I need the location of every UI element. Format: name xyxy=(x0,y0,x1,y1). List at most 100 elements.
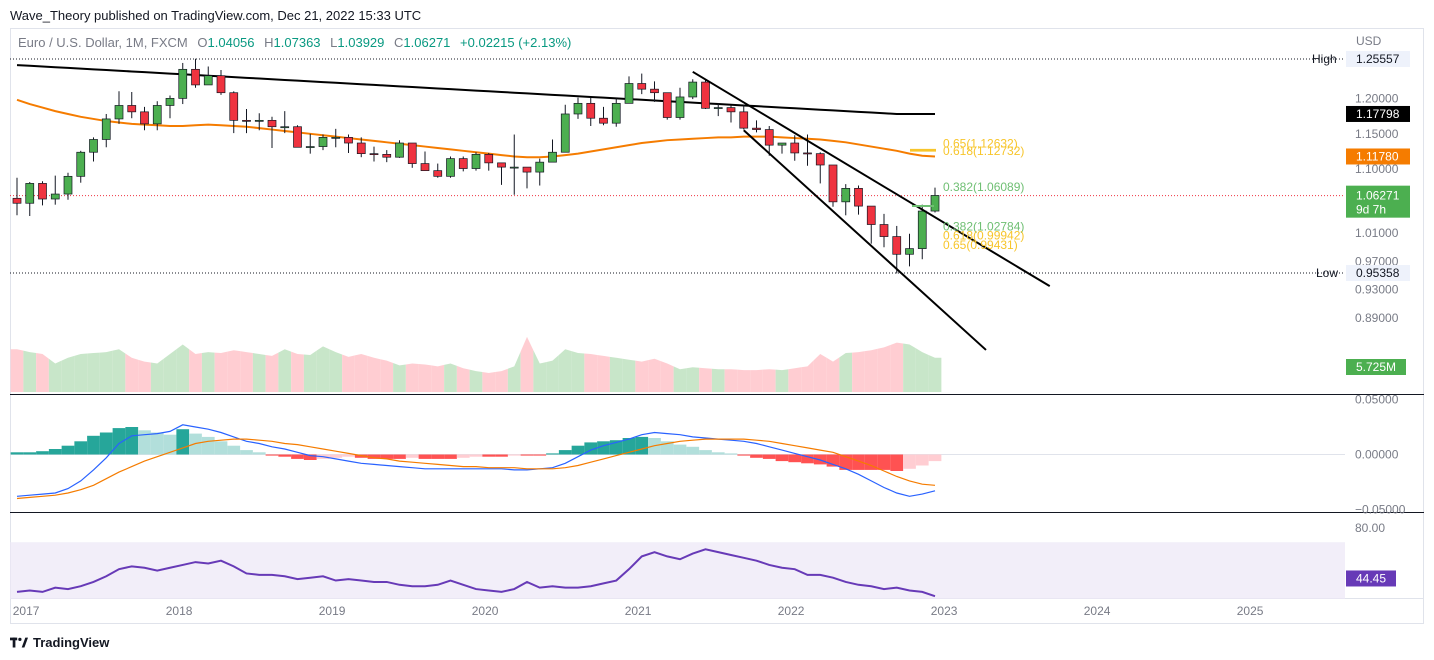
candle-body[interactable] xyxy=(152,105,162,125)
candle-body[interactable] xyxy=(242,119,251,122)
candle-body[interactable] xyxy=(866,205,876,225)
candle-body[interactable] xyxy=(841,188,851,203)
candle-body[interactable] xyxy=(815,153,825,166)
candle-body[interactable] xyxy=(790,142,800,154)
candle-body[interactable] xyxy=(344,137,353,144)
candle-body[interactable] xyxy=(229,92,239,121)
volume-area-segment xyxy=(380,359,394,392)
candle-body[interactable] xyxy=(50,193,60,200)
channel-trendline[interactable] xyxy=(692,70,1051,288)
candle-body[interactable] xyxy=(497,162,506,168)
candle-body[interactable] xyxy=(484,154,494,164)
candle-body[interactable] xyxy=(586,102,596,119)
candle-body[interactable] xyxy=(165,98,175,106)
candle-body[interactable] xyxy=(254,119,264,122)
candle-body[interactable] xyxy=(917,210,927,249)
candle-body[interactable] xyxy=(548,151,557,163)
candle-body[interactable] xyxy=(905,248,914,255)
candle-body[interactable] xyxy=(599,117,608,124)
candle-body[interactable] xyxy=(637,83,647,90)
candle-body[interactable] xyxy=(280,126,290,129)
macd-line xyxy=(16,424,936,497)
candle-body[interactable] xyxy=(395,142,404,158)
candle-body[interactable] xyxy=(63,175,73,195)
candle-body[interactable] xyxy=(433,170,443,177)
candle-body[interactable] xyxy=(675,96,685,118)
macd-histogram-bar xyxy=(737,454,751,456)
legend-open-label: O xyxy=(197,35,208,50)
macd-histogram-bar xyxy=(711,452,725,455)
candle-body[interactable] xyxy=(624,83,634,104)
candle-body[interactable] xyxy=(114,105,124,120)
candle-body[interactable] xyxy=(764,129,774,146)
macd-histogram-bar xyxy=(915,454,929,466)
candle-body[interactable] xyxy=(522,166,532,173)
candle-body[interactable] xyxy=(509,166,519,169)
candle-body[interactable] xyxy=(369,153,379,156)
candle-body[interactable] xyxy=(216,75,226,94)
candle-body[interactable] xyxy=(611,102,621,124)
candle-body[interactable] xyxy=(318,137,328,147)
candle-body[interactable] xyxy=(879,224,889,237)
candle-body[interactable] xyxy=(12,197,22,204)
candle-body[interactable] xyxy=(560,113,570,153)
candle-body[interactable] xyxy=(382,154,392,158)
last-price-tag: 1.06271 xyxy=(1356,189,1400,203)
candle-body[interactable] xyxy=(701,81,710,109)
macd-histogram-bar xyxy=(864,454,878,470)
candle-body[interactable] xyxy=(76,151,86,177)
candle-body[interactable] xyxy=(293,126,302,148)
candle-body[interactable] xyxy=(688,81,698,98)
candle-body[interactable] xyxy=(777,142,787,146)
volume-area-segment xyxy=(444,363,457,392)
candle-body[interactable] xyxy=(803,152,812,155)
candle-body[interactable] xyxy=(356,142,366,155)
candle-body[interactable] xyxy=(446,158,455,177)
candle-body[interactable] xyxy=(420,163,430,172)
candle-body[interactable] xyxy=(331,137,341,139)
candle-body[interactable] xyxy=(854,188,863,207)
volume-area-segment xyxy=(252,353,266,392)
candle-body[interactable] xyxy=(101,118,111,140)
candle-body[interactable] xyxy=(191,68,200,86)
candle-body[interactable] xyxy=(407,142,417,164)
candle-body[interactable] xyxy=(650,88,659,94)
candle-body[interactable] xyxy=(127,105,137,113)
candle-body[interactable] xyxy=(828,164,838,203)
candle-body[interactable] xyxy=(458,158,468,169)
candle-body[interactable] xyxy=(203,75,213,86)
channel-trendline[interactable] xyxy=(743,129,987,351)
candle-body[interactable] xyxy=(89,139,98,153)
volume-area-segment xyxy=(801,360,814,392)
macd-histogram-bar xyxy=(533,454,547,456)
candle-body[interactable] xyxy=(752,127,761,130)
volume-area-segment xyxy=(711,368,725,392)
candle-body[interactable] xyxy=(38,183,47,200)
candle-body[interactable] xyxy=(140,111,149,125)
candle-body[interactable] xyxy=(726,107,736,113)
macd-histogram-bar xyxy=(762,454,776,459)
candle-body[interactable] xyxy=(892,236,902,255)
candle-body[interactable] xyxy=(178,68,188,99)
candle-body[interactable] xyxy=(25,183,35,204)
volume-area-segment xyxy=(265,352,279,392)
candle-body[interactable] xyxy=(573,102,583,115)
candle-body[interactable] xyxy=(267,119,277,128)
macd-histogram-bar xyxy=(622,438,636,455)
volume-area-segment xyxy=(699,367,712,392)
macd-histogram-bar xyxy=(750,454,763,458)
date-tick-label: 2023 xyxy=(931,604,958,618)
candle-body[interactable] xyxy=(713,107,723,109)
macd-histogram-bar xyxy=(176,429,190,455)
candle-body[interactable] xyxy=(662,92,672,118)
candle-body[interactable] xyxy=(305,146,315,148)
volume-area-segment xyxy=(750,369,763,392)
volume-area-segment xyxy=(23,350,37,392)
candle-body[interactable] xyxy=(471,154,481,169)
volume-area-segment xyxy=(915,348,929,392)
candle-body[interactable] xyxy=(930,195,940,212)
candle-body[interactable] xyxy=(739,111,749,129)
tradingview-footer[interactable]: TradingView xyxy=(10,635,109,650)
candle-body[interactable] xyxy=(535,161,545,173)
